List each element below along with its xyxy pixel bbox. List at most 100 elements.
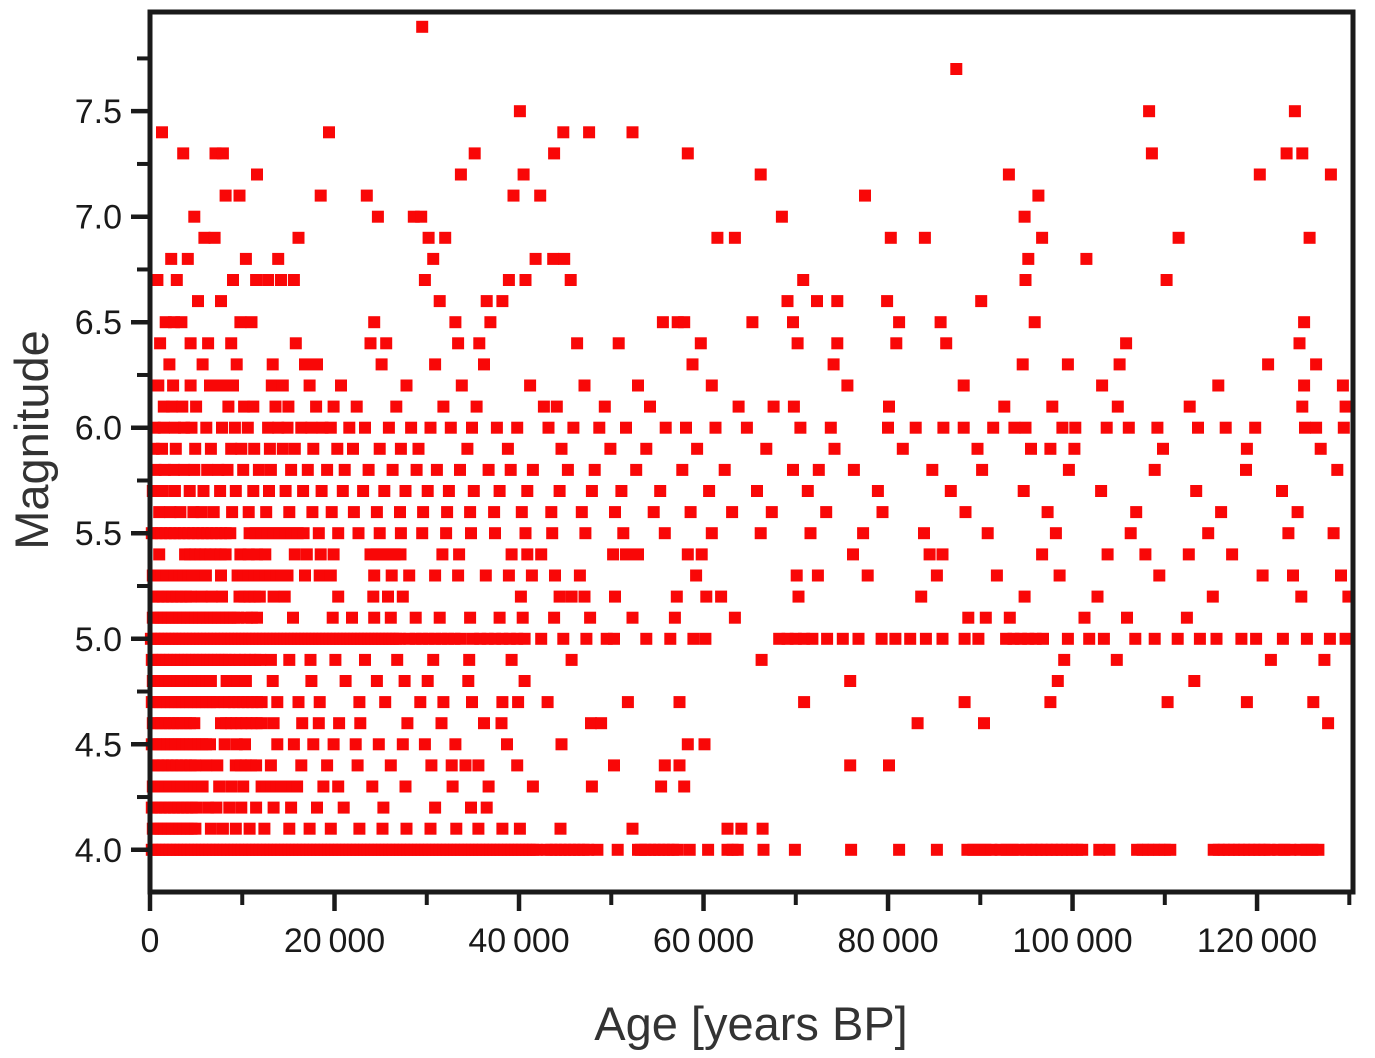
- data-point: [521, 485, 534, 497]
- data-point: [403, 569, 416, 582]
- data-point: [454, 463, 466, 476]
- data-point: [260, 506, 273, 519]
- data-point: [153, 506, 166, 519]
- data-point: [480, 801, 493, 814]
- data-point: [656, 316, 669, 329]
- data-point: [336, 485, 349, 497]
- data-point: [918, 231, 931, 244]
- data-point: [550, 400, 563, 413]
- data-point: [1037, 632, 1049, 645]
- data-point: [691, 442, 704, 455]
- data-point: [264, 463, 277, 476]
- y-tick-label: 4.5: [75, 726, 122, 764]
- data-point: [1240, 463, 1252, 476]
- data-point: [396, 590, 409, 603]
- data-point: [578, 590, 591, 603]
- data-point: [1314, 442, 1327, 455]
- data-point: [1298, 379, 1311, 392]
- data-point: [547, 252, 560, 265]
- data-point: [250, 759, 263, 772]
- data-point: [204, 738, 216, 751]
- data-point: [923, 548, 936, 561]
- data-point: [673, 759, 686, 772]
- data-point: [844, 759, 857, 772]
- data-point: [228, 421, 241, 434]
- x-axis-title: Age [years BP]: [594, 997, 908, 1050]
- data-point: [871, 485, 884, 497]
- data-point: [889, 632, 902, 645]
- data-point: [1061, 358, 1074, 371]
- data-point: [238, 400, 251, 413]
- data-point: [445, 759, 458, 772]
- data-point: [332, 780, 345, 793]
- data-point: [297, 527, 310, 540]
- data-point: [505, 548, 518, 561]
- data-point: [1240, 696, 1253, 709]
- data-point: [755, 653, 768, 666]
- data-point: [255, 696, 268, 709]
- data-point: [156, 485, 169, 497]
- data-point: [644, 400, 656, 413]
- data-point: [1120, 337, 1133, 350]
- data-point: [449, 738, 462, 751]
- data-point: [436, 548, 449, 561]
- data-point: [454, 632, 467, 645]
- data-point: [1282, 527, 1295, 540]
- data-point: [188, 717, 201, 730]
- data-point: [557, 126, 570, 139]
- data-point: [466, 421, 478, 434]
- data-point: [490, 421, 503, 434]
- data-point: [352, 527, 365, 540]
- data-point: [1249, 421, 1262, 434]
- data-point: [347, 442, 359, 455]
- data-point: [1148, 463, 1161, 476]
- data-point: [465, 801, 477, 814]
- data-point: [579, 527, 592, 540]
- data-point: [250, 801, 263, 814]
- data-point: [360, 189, 373, 202]
- data-point: [700, 590, 713, 603]
- data-point: [317, 780, 330, 793]
- data-point: [377, 801, 390, 814]
- data-point: [346, 611, 358, 624]
- data-point: [1025, 442, 1037, 455]
- data-point: [452, 337, 465, 350]
- data-point: [253, 590, 266, 603]
- data-point: [626, 822, 639, 835]
- data-point: [225, 442, 238, 455]
- data-point: [1337, 421, 1350, 434]
- data-point: [804, 527, 817, 540]
- data-point: [216, 590, 228, 603]
- data-point: [1044, 696, 1057, 709]
- data-point: [765, 506, 778, 519]
- data-point: [258, 822, 271, 835]
- data-point: [370, 675, 383, 687]
- data-point: [699, 632, 712, 645]
- data-point: [565, 590, 578, 603]
- data-point: [184, 337, 197, 350]
- data-point: [944, 485, 957, 497]
- data-point: [861, 569, 874, 582]
- data-point: [306, 506, 319, 519]
- data-point: [267, 717, 280, 730]
- data-point: [276, 379, 289, 392]
- data-point: [1122, 421, 1135, 434]
- data-point: [1068, 442, 1081, 455]
- data-point: [310, 400, 323, 413]
- data-point: [1323, 632, 1336, 645]
- data-point: [535, 632, 548, 645]
- data-point: [470, 400, 483, 413]
- data-point: [324, 822, 337, 835]
- data-point: [1335, 569, 1347, 582]
- data-point: [615, 485, 628, 497]
- data-point: [990, 569, 1003, 582]
- data-point: [617, 527, 630, 540]
- data-point: [199, 569, 212, 582]
- data-point: [242, 506, 255, 519]
- data-point: [204, 442, 217, 455]
- data-point: [156, 126, 168, 139]
- data-point: [626, 126, 639, 139]
- data-point: [676, 463, 689, 476]
- data-point: [542, 421, 555, 434]
- data-point: [1299, 421, 1311, 434]
